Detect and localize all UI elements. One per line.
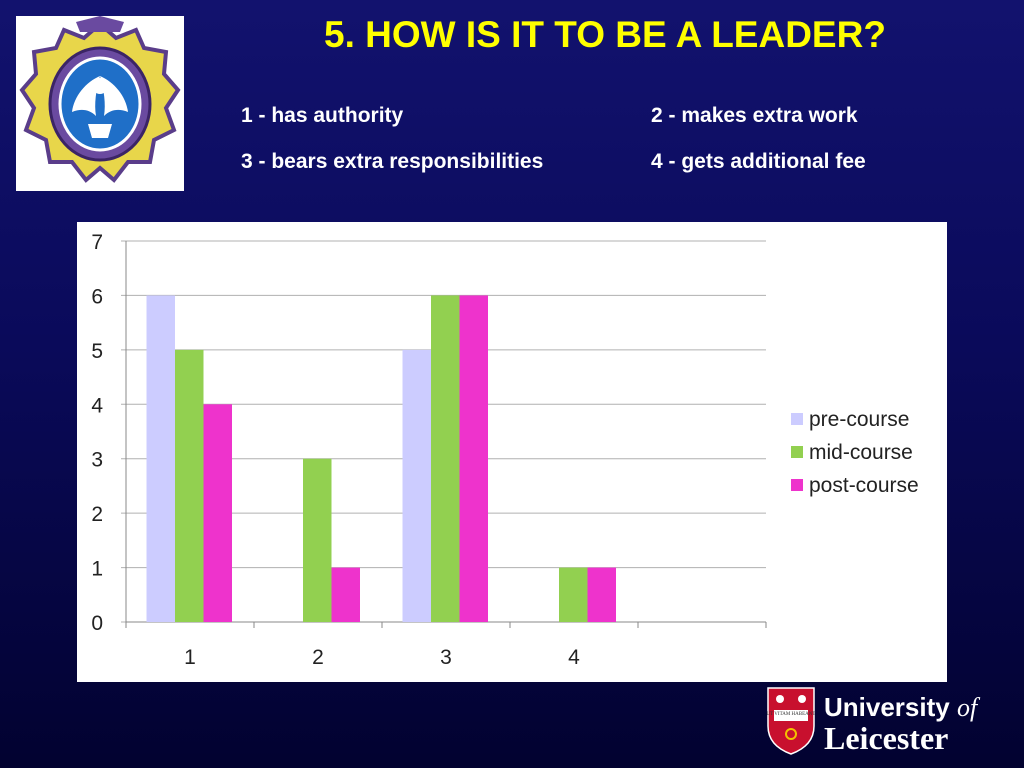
y-tick-label: 6 bbox=[91, 285, 103, 308]
svg-text:University of: University of bbox=[824, 692, 981, 722]
university-logo: UT VITAM HABEANT University of Leicester bbox=[766, 686, 1011, 756]
slide-title: 5. HOW IS IT TO BE A LEADER? bbox=[324, 14, 886, 55]
bar-mid-course-2 bbox=[303, 458, 332, 622]
legend-label-post-course: post-course bbox=[809, 474, 919, 497]
x-tick-label: 4 bbox=[568, 646, 580, 669]
bar-pre-course-3 bbox=[402, 349, 431, 622]
y-tick-label: 4 bbox=[91, 394, 103, 417]
category-key-2: 2 - makes extra work bbox=[651, 104, 858, 127]
bar-post-course-3 bbox=[459, 295, 488, 622]
y-tick-label: 1 bbox=[91, 558, 103, 581]
logo-university-text: University bbox=[824, 692, 950, 722]
bar-post-course-2 bbox=[331, 567, 360, 622]
x-tick-label: 3 bbox=[440, 646, 452, 669]
legend-swatch-mid-course bbox=[791, 446, 803, 458]
y-tick-label: 2 bbox=[91, 503, 103, 526]
legend-label-mid-course: mid-course bbox=[809, 441, 913, 464]
bar-pre-course-1 bbox=[146, 295, 175, 622]
logo-motto-text: UT VITAM HABEANT bbox=[767, 712, 816, 717]
legend-label-pre-course: pre-course bbox=[809, 408, 909, 431]
logo-leicester-text: Leicester bbox=[824, 720, 948, 756]
category-key-3: 3 - bears extra responsibilities bbox=[241, 150, 544, 173]
university-logo-graphic: UT VITAM HABEANT University of Leicester bbox=[767, 687, 981, 756]
crest-emblem bbox=[19, 16, 181, 183]
bar-mid-course-1 bbox=[175, 349, 204, 622]
bar-post-course-1 bbox=[203, 404, 232, 622]
y-tick-label: 7 bbox=[91, 231, 103, 254]
crest-image bbox=[16, 16, 184, 191]
bar-chart-svg: 0 1 2 3 4 5 6 7 1 2 3 4 pre-course mid-course post-cou… bbox=[91, 231, 919, 669]
y-tick-label: 3 bbox=[91, 449, 103, 472]
bar-mid-course-3 bbox=[431, 295, 460, 622]
bar-post-course-4 bbox=[587, 567, 616, 622]
category-key-1: 1 - has authority bbox=[241, 104, 404, 127]
legend-swatch-post-course bbox=[791, 479, 803, 491]
bar-mid-course-4 bbox=[559, 567, 588, 622]
bar-chart: 0 1 2 3 4 5 6 7 1 2 3 4 pre-course mid-course post-cou… bbox=[77, 222, 947, 682]
y-tick-label: 5 bbox=[91, 340, 103, 363]
logo-motto: UT VITAM HABEANT bbox=[767, 712, 816, 717]
logo-of-text: of bbox=[957, 693, 981, 722]
legend-swatch-pre-course bbox=[791, 413, 803, 425]
x-tick-label: 2 bbox=[312, 646, 324, 669]
y-tick-label: 0 bbox=[91, 612, 103, 635]
category-key-4: 4 - gets additional fee bbox=[651, 150, 866, 173]
x-tick-label: 1 bbox=[184, 646, 196, 669]
